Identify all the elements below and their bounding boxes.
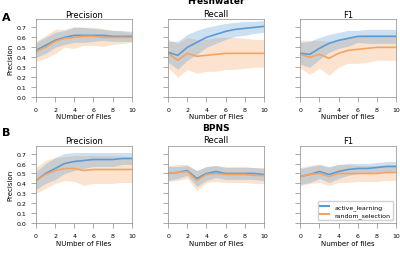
- X-axis label: Number of Files: Number of Files: [189, 114, 243, 120]
- Text: Recall: Recall: [203, 135, 229, 145]
- Text: BPNS: BPNS: [202, 123, 230, 132]
- Title: Precision: Precision: [65, 136, 103, 145]
- Y-axis label: Precision: Precision: [8, 43, 14, 75]
- Title: F1: F1: [343, 11, 353, 20]
- Title: Precision: Precision: [65, 11, 103, 20]
- X-axis label: Number of files: Number of files: [321, 240, 375, 246]
- Legend: active_learning, random_selection: active_learning, random_selection: [318, 201, 393, 220]
- Y-axis label: Precision: Precision: [8, 169, 14, 200]
- X-axis label: NUmber of Files: NUmber of Files: [56, 114, 112, 120]
- X-axis label: NUmber of Files: NUmber of Files: [56, 240, 112, 246]
- Text: Freshwater: Freshwater: [187, 0, 245, 6]
- X-axis label: Number of Files: Number of Files: [189, 240, 243, 246]
- Text: B: B: [2, 127, 10, 137]
- Text: A: A: [2, 13, 11, 23]
- X-axis label: Number of files: Number of files: [321, 114, 375, 120]
- Title: F1: F1: [343, 136, 353, 145]
- Text: Recall: Recall: [203, 10, 229, 19]
